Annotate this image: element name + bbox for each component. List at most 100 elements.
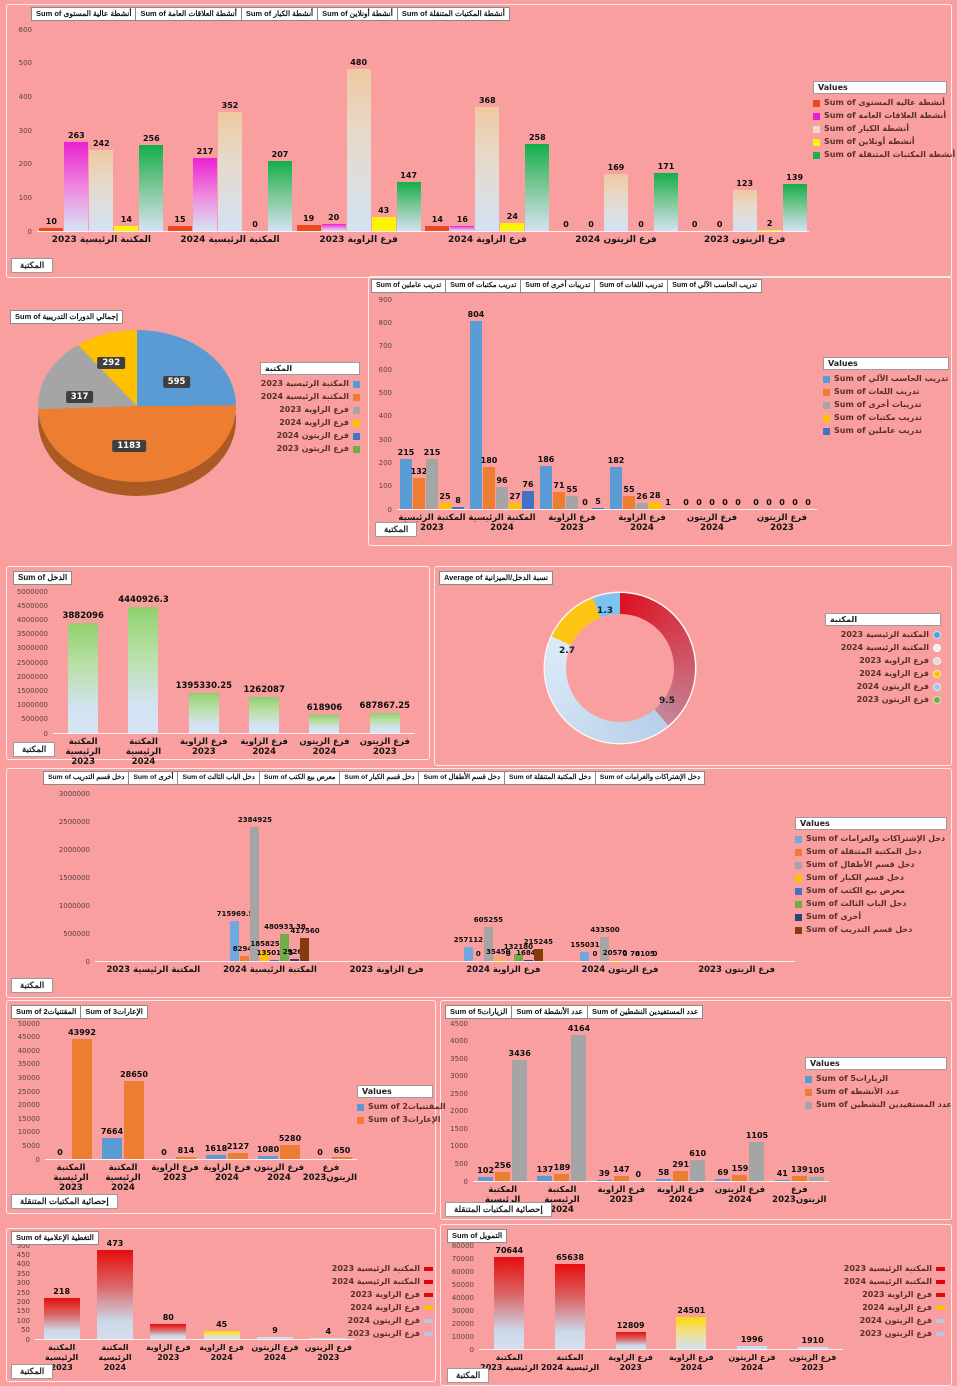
pivot-field-button[interactable]: Sum of الدخل <box>13 571 73 585</box>
bar-slot <box>114 793 123 961</box>
y-axis-tick: 100 <box>18 193 32 202</box>
chart-filter-button[interactable]: المكتبة <box>11 978 54 993</box>
pivot-field-button[interactable]: Sum of دخل الإشتراكات والغرامات <box>594 771 705 785</box>
pivot-field-button[interactable]: Sum of دخل قسم الأطفال <box>418 771 504 785</box>
legend-item-label: المكتبة الرئيسية 2023 <box>260 379 349 388</box>
legend-item-label: فرع الزاوية 2024 <box>859 669 929 678</box>
pivot-field-button[interactable]: Sum of إجمالي الدورات التدريبية <box>10 310 124 324</box>
pivot-field-button[interactable]: Sum of التمويل <box>447 1229 508 1243</box>
x-axis-line <box>95 961 795 962</box>
pivot-field-button[interactable]: Sum of دخل قسم الكبار <box>339 771 419 785</box>
y-axis-tick: 4500000 <box>16 601 48 610</box>
category-label: المكتبة الرئيسية 2023 <box>106 965 201 975</box>
bar <box>176 1157 196 1159</box>
legend-title-button[interactable]: المكتبة <box>825 613 941 626</box>
bar-group: 186 71 55 0 5 <box>537 299 607 509</box>
pivot-field-button[interactable]: Sum of أنشطة الكبار <box>240 7 318 21</box>
bar-value-label: 0 <box>792 498 798 507</box>
chart-filter-button[interactable]: المكتبة <box>11 258 54 273</box>
chart-filter-button[interactable]: المكتبة <box>375 522 418 537</box>
legend-item: فرع الزيتون 2024 <box>825 682 941 692</box>
pie-3d-top <box>38 330 236 482</box>
pivot-field-button[interactable]: Sum of تدريب الحاسب الآلي <box>667 279 763 293</box>
bar <box>676 1317 707 1349</box>
bar <box>43 1298 80 1339</box>
pivot-field-button[interactable]: Sum of تدريب مكتبات <box>445 279 521 293</box>
category-label: فرع الزاوية 2023 <box>145 1343 191 1362</box>
bar <box>512 1060 528 1181</box>
bar-value-label: 0 <box>588 220 594 229</box>
pivot-field-button[interactable]: Sum of دخل المكتبة المتنقلة <box>504 771 595 785</box>
legend-item: فرع الزيتون 2024 <box>843 1316 945 1326</box>
pivot-field-button[interactable]: Sum of أنشطة عالية المستوى <box>31 7 136 21</box>
bar <box>673 1171 689 1181</box>
chart-filter-button[interactable]: إحصائية المكتبات المتنقلة <box>11 1194 118 1209</box>
bar-value-label: 1910 <box>801 1336 824 1345</box>
bar-slot: 9 <box>256 1245 293 1339</box>
bar-value-label: 8 <box>455 496 461 505</box>
bar <box>270 960 280 961</box>
pivot-field-button[interactable]: Sum of دخل الباب الثالث <box>177 771 259 785</box>
category-label: فرع الزيتون 2024 <box>581 965 659 975</box>
x-axis-line <box>397 509 817 510</box>
bar-value-label: 9 <box>272 1326 278 1335</box>
chart-filter-button[interactable]: إحصائية المكتبات المتنقلة <box>445 1202 552 1217</box>
pivot-field-button[interactable]: Sum of أنشطة المكتبات المتنقلة <box>396 7 510 21</box>
pivot-field-button[interactable]: Sum of تدريب عاملين <box>371 279 446 293</box>
legend-marker-icon <box>933 670 941 678</box>
legend-title-button[interactable]: Values <box>357 1085 433 1098</box>
bar-group: 715969.5 82947 2384925 185825 13501.25 480933… <box>212 793 329 961</box>
bar <box>124 1081 144 1159</box>
pivot-field-button[interactable]: Sum of الإعارات3 <box>80 1005 148 1019</box>
bar <box>256 1337 293 1339</box>
bar-value-label: 258 <box>528 133 546 142</box>
pivot-field-button[interactable]: Average of نسبة الدخل/الميزانية <box>439 571 553 585</box>
chart-filter-button[interactable]: المكتبة <box>11 1364 54 1379</box>
pivot-field-button[interactable]: Sum of معرض بيع الكتب <box>258 771 340 785</box>
pivot-field-button[interactable]: Sum of عدد الأنشطة <box>511 1005 587 1019</box>
pivot-field-button[interactable]: Sum of أخرى <box>128 771 178 785</box>
bar <box>782 184 807 231</box>
legend-item: المكتبة الرئيسية 2024 <box>260 392 360 402</box>
bar-value-label: 215 <box>423 448 441 457</box>
pivot-field-button[interactable]: Sum of أنشطة العلاقات العامة <box>135 7 241 21</box>
legend-marker-icon <box>933 631 941 639</box>
legend-item: فرع الزاوية 2024 <box>843 1303 945 1313</box>
bar-value-label: 0 <box>635 1170 642 1179</box>
pivot-field-button[interactable]: Sum of أنشطة أونلاين <box>317 7 397 21</box>
legend-title-button[interactable]: Values <box>823 357 949 370</box>
chart-filter-button[interactable]: المكتبة <box>13 742 56 757</box>
y-axis-tick: 1500000 <box>16 686 48 695</box>
y-axis-tick: 0 <box>85 957 90 966</box>
bar-slot: 8105 <box>635 793 654 961</box>
bar-value-label: 242 <box>92 139 110 148</box>
bar <box>566 496 578 509</box>
bar-value-label: 55 <box>566 485 578 494</box>
pivot-field-button[interactable]: Sum of الزيارات5 <box>445 1005 512 1019</box>
category-label: المكتبة الرئيسية 2024 <box>540 1353 600 1372</box>
category-label: فرع الزيتون 2023 <box>789 1353 837 1372</box>
bar-group: 218 <box>35 1245 88 1339</box>
pivot-field-button[interactable]: Sum of تدريب اللغات <box>594 279 668 293</box>
legend-title-button[interactable]: Values <box>813 81 947 94</box>
bar <box>249 697 280 733</box>
category-label: فرع الزيتون 2023 <box>703 235 786 245</box>
legend-title-button[interactable]: Values <box>805 1057 947 1070</box>
legend-item-label: Sum of تدريب عاملين <box>834 426 922 435</box>
legend-title-button[interactable]: Values <box>795 817 947 830</box>
pivot-field-button[interactable]: Sum of التغطية الإعلامية <box>11 1231 99 1245</box>
legend-title-button[interactable]: المكتبة <box>260 362 360 375</box>
bar <box>72 1039 92 1159</box>
pivot-field-button[interactable]: Sum of دخل قسم التدريب <box>43 771 129 785</box>
bar <box>493 959 503 961</box>
legend-marker-icon <box>353 445 360 453</box>
bar-value-label: 132 <box>410 467 428 476</box>
bar-slot: 28650 <box>120 1023 148 1159</box>
bar-slot: 0 <box>802 299 814 509</box>
pivot-field-button[interactable]: Sum of المقتنيات2 <box>11 1005 81 1019</box>
pivot-field-button[interactable]: Sum of عدد المستفيدين النشطين <box>586 1005 704 1019</box>
bar-slot: 3882096 <box>62 591 104 733</box>
pivot-field-button[interactable]: Sum of تدريبات أخرى <box>520 279 595 293</box>
bar-slot: 20570 <box>603 793 627 961</box>
chart-filter-button[interactable]: المكتبة <box>447 1368 490 1383</box>
